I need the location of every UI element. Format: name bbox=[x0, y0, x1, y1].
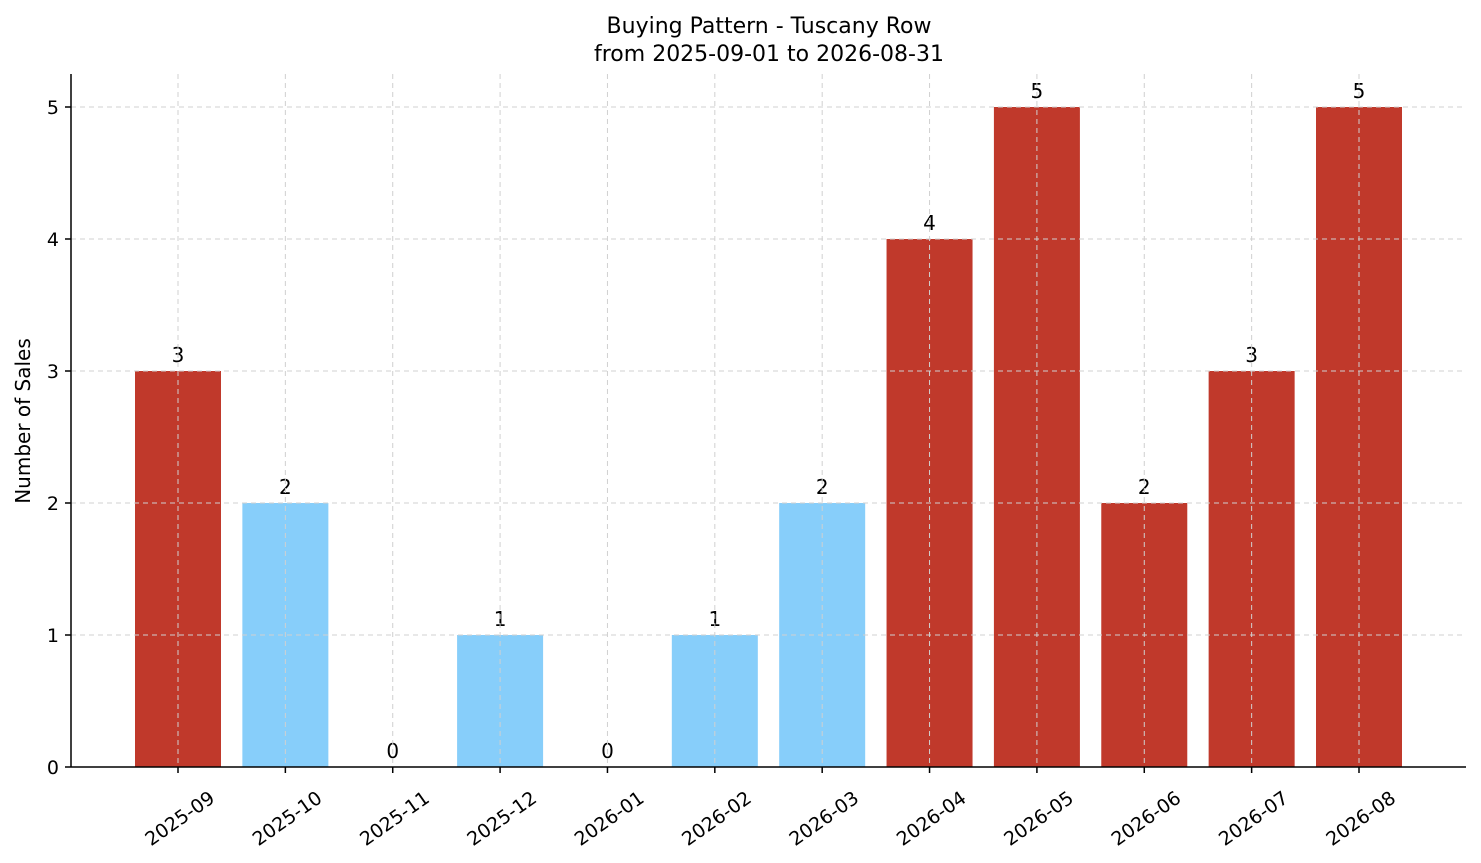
y-tick-label: 5 bbox=[47, 97, 59, 119]
x-tick-label: 2026-01 bbox=[571, 787, 649, 851]
bar-value-label: 2 bbox=[279, 475, 292, 499]
y-tick-label: 2 bbox=[47, 493, 59, 515]
x-tick-label: 2026-05 bbox=[1000, 787, 1078, 851]
x-tick-label: 2026-08 bbox=[1322, 787, 1400, 851]
chart-subtitle: from 2025-09-01 to 2026-08-31 bbox=[594, 42, 944, 67]
x-tick-label: 2025-10 bbox=[249, 787, 327, 851]
x-tick-label: 2026-04 bbox=[893, 787, 971, 851]
x-tick-label: 2026-07 bbox=[1215, 787, 1293, 851]
grid-layer bbox=[71, 74, 1466, 767]
bar-value-label: 5 bbox=[1353, 79, 1366, 103]
y-axis-label: Number of Sales bbox=[11, 338, 35, 504]
chart-title: Buying Pattern - Tuscany Row bbox=[607, 14, 932, 39]
y-tick-label: 4 bbox=[47, 229, 59, 251]
bar-value-label: 2 bbox=[1138, 475, 1151, 499]
y-tick-label: 3 bbox=[47, 361, 59, 383]
x-tick-label: 2026-02 bbox=[678, 787, 756, 851]
bar-value-label: 5 bbox=[1031, 79, 1044, 103]
y-tick-label: 0 bbox=[47, 757, 59, 779]
x-tick-label: 2025-12 bbox=[463, 787, 541, 851]
x-tick-label: 2025-09 bbox=[141, 787, 219, 851]
x-tick-label: 2026-03 bbox=[785, 787, 863, 851]
bar-value-label: 2 bbox=[816, 475, 829, 499]
y-tick-label: 1 bbox=[47, 625, 59, 647]
x-tick-label: 2026-06 bbox=[1107, 787, 1185, 851]
x-tick-label: 2025-11 bbox=[356, 787, 434, 851]
